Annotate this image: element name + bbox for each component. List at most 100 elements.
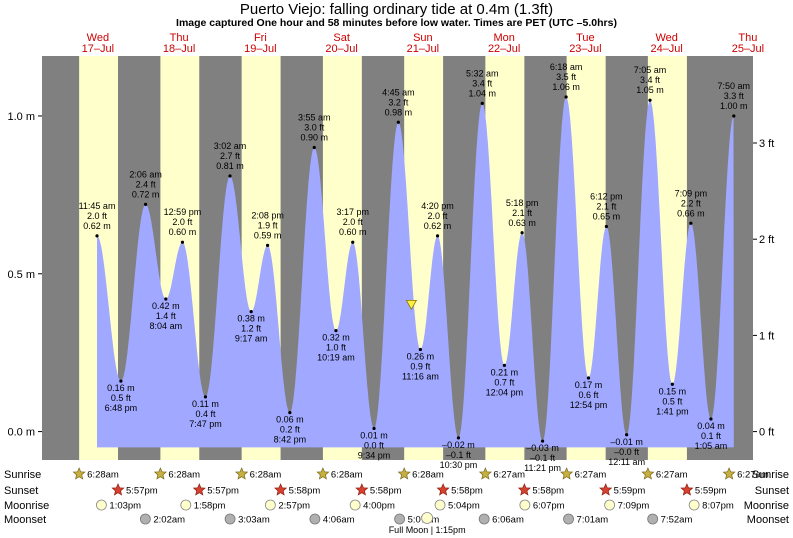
low-tide-label: 0.11 m xyxy=(192,399,219,409)
low-tide-label: 10:19 am xyxy=(317,353,355,363)
low-tide-label: 0.04 m xyxy=(697,421,725,431)
sunrise-icon xyxy=(560,467,574,480)
tide-point-marker xyxy=(372,426,376,431)
low-tide-label: 10:30 pm xyxy=(440,460,478,470)
sunrise-icon xyxy=(316,467,330,480)
low-tide-label: 6:48 pm xyxy=(105,403,138,413)
low-tide-label: 8:42 pm xyxy=(274,435,307,445)
high-tide-label: 2.2 ft xyxy=(681,198,702,208)
moonrise-icon xyxy=(180,499,192,511)
low-tide-label: 0.42 m xyxy=(152,301,180,311)
low-tide-label: 0.4 ft xyxy=(195,409,216,419)
tide-point-marker xyxy=(689,221,693,225)
event-time-label: 6:28am xyxy=(331,470,363,481)
y-tick-label-m: 0.0 m xyxy=(7,427,35,439)
tide-point-marker xyxy=(540,439,545,443)
moonrise-icon xyxy=(96,499,107,511)
row-label-left: Sunrise xyxy=(4,469,41,481)
low-tide-label: –0.03 m xyxy=(526,443,559,453)
low-tide-label: 1:41 pm xyxy=(656,406,689,416)
moonrise-icon xyxy=(519,499,531,511)
sunrise-icon xyxy=(641,467,655,480)
event-time-label: 6:27am xyxy=(493,470,525,481)
day-name-label: Sat xyxy=(333,32,350,44)
high-tide-label: 2.1 ft xyxy=(512,208,533,218)
high-tide-label: 11:45 am xyxy=(79,201,116,211)
current-tide-marker xyxy=(405,299,418,311)
moonset-icon xyxy=(394,513,405,525)
low-tide-label: 0.26 m xyxy=(407,352,435,362)
high-tide-label: 0.62 m xyxy=(424,221,452,231)
high-tide-label: 3.4 ft xyxy=(640,75,661,85)
event-time-label: 5:58pm xyxy=(451,486,483,497)
tide-point-marker xyxy=(625,433,629,437)
day-date-label: 18–Jul xyxy=(163,43,195,55)
row-label-right: Moonrise xyxy=(744,500,789,512)
event-time-label: 6:28am xyxy=(87,470,119,481)
tide-point-marker xyxy=(312,145,316,150)
y-tick-label-ft: 0 ft xyxy=(759,427,774,439)
event-time-label: 1:03pm xyxy=(109,501,141,512)
high-tide-label: 3.3 ft xyxy=(724,91,745,101)
low-tide-label: 0.5 ft xyxy=(111,393,132,403)
y-tick-label-m: 1.0 m xyxy=(7,111,35,123)
high-tide-label: 7:05 am xyxy=(634,65,667,75)
event-time-label: 5:57pm xyxy=(126,486,158,497)
low-tide-label: 0.2 ft xyxy=(280,425,301,435)
event-time-label: 6:27am xyxy=(575,470,607,481)
moonrise-icon xyxy=(604,499,616,511)
low-tide-label: 0.06 m xyxy=(276,415,304,425)
low-tide-label: 1:05 am xyxy=(695,441,728,451)
sunset-icon xyxy=(274,483,288,496)
tide-point-marker xyxy=(456,436,461,440)
moonset-icon xyxy=(647,513,659,525)
tide-point-marker xyxy=(502,363,506,367)
event-time-label: 5:04pm xyxy=(448,501,480,512)
high-tide-label: 0.59 m xyxy=(254,230,282,240)
event-time-label: 2:57pm xyxy=(278,501,310,512)
sunset-icon xyxy=(599,483,613,496)
moonset-icon xyxy=(139,513,151,525)
tide-point-marker xyxy=(520,231,524,235)
row-label-left: Sunset xyxy=(4,485,38,497)
sunrise-icon xyxy=(153,467,167,480)
row-label-right: Sunrise xyxy=(752,469,789,481)
day-name-label: Thu xyxy=(170,32,189,44)
low-tide-label: 0.5 ft xyxy=(662,396,683,406)
event-time-label: 6:28am xyxy=(168,470,200,481)
low-tide-label: 0.0 ft xyxy=(364,440,385,450)
moonrise-icon xyxy=(688,499,700,511)
tide-point-marker xyxy=(732,114,736,118)
sunrise-icon xyxy=(397,467,411,480)
sunset-icon xyxy=(355,483,369,496)
tide-point-marker xyxy=(334,328,338,333)
high-tide-label: 4:20 pm xyxy=(421,201,454,211)
high-tide-label: 0.60 m xyxy=(339,227,367,237)
low-tide-label: –0.1 ft xyxy=(446,450,472,460)
tide-point-marker xyxy=(144,202,148,206)
tide-area xyxy=(97,97,734,448)
event-time-label: 8:07pm xyxy=(702,501,734,512)
event-time-label: 2:02am xyxy=(153,515,185,526)
y-tick-label-ft: 1 ft xyxy=(759,330,774,342)
high-tide-label: 5:18 pm xyxy=(506,198,539,208)
low-tide-label: 0.21 m xyxy=(491,367,519,377)
low-tide-label: –0.01 m xyxy=(610,437,643,447)
sunset-icon xyxy=(436,483,450,496)
sunset-icon xyxy=(680,483,694,496)
moonrise-icon xyxy=(264,499,276,511)
event-time-label: 6:06am xyxy=(492,515,524,526)
high-tide-label: 0.90 m xyxy=(301,133,329,143)
sunrise-icon xyxy=(72,467,86,480)
high-tide-label: 2.0 ft xyxy=(428,211,449,221)
high-tide-label: 3.4 ft xyxy=(472,78,493,88)
event-time-label: 5:59pm xyxy=(614,486,646,497)
high-tide-label: 3:17 pm xyxy=(336,207,369,217)
tide-point-marker xyxy=(228,174,232,178)
event-time-label: 5:57pm xyxy=(207,486,239,497)
high-tide-label: 6:18 am xyxy=(550,62,583,72)
high-tide-label: 5:32 am xyxy=(466,68,499,78)
day-name-label: Thu xyxy=(738,32,757,44)
day-name-label: Wed xyxy=(87,32,109,44)
moon-phase-label: Full Moon | 1:15pm xyxy=(389,525,466,535)
